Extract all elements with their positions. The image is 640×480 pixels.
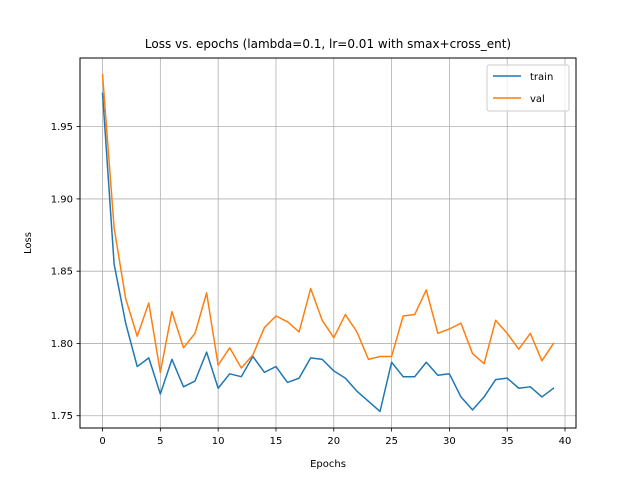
x-tick-label: 5	[157, 436, 163, 447]
legend-train-label: train	[530, 72, 553, 83]
x-tick-label: 40	[559, 436, 572, 447]
y-tick-label: 1.90	[51, 194, 73, 205]
legend-val-label: val	[530, 94, 545, 105]
legend-box	[486, 64, 570, 112]
chart-title: Loss vs. epochs (lambda=0.1, lr=0.01 wit…	[145, 37, 511, 51]
x-axis: 0 5 10 15 20 25 30 35 40	[99, 428, 571, 447]
y-axis-label: Loss	[23, 232, 34, 254]
y-axis: 1.75 1.80 1.85 1.90 1.95	[51, 122, 80, 422]
series-line-val	[101, 73, 555, 374]
legend: train val	[486, 64, 570, 112]
x-tick-label: 0	[99, 436, 105, 447]
x-tick-label: 10	[212, 436, 225, 447]
y-tick-label: 1.75	[51, 411, 73, 422]
x-tick-label: 20	[327, 436, 340, 447]
series-line-train	[101, 92, 555, 413]
x-tick-label: 15	[270, 436, 283, 447]
grid-lines	[80, 58, 576, 428]
y-tick-label: 1.80	[51, 339, 73, 350]
x-axis-label: Epochs	[310, 459, 346, 470]
x-tick-label: 30	[443, 436, 456, 447]
y-tick-label: 1.85	[51, 267, 73, 278]
series-lines	[101, 73, 555, 413]
y-tick-label: 1.95	[51, 122, 73, 133]
x-tick-label: 35	[501, 436, 514, 447]
plot-frame	[79, 57, 577, 429]
x-tick-label: 25	[385, 436, 398, 447]
